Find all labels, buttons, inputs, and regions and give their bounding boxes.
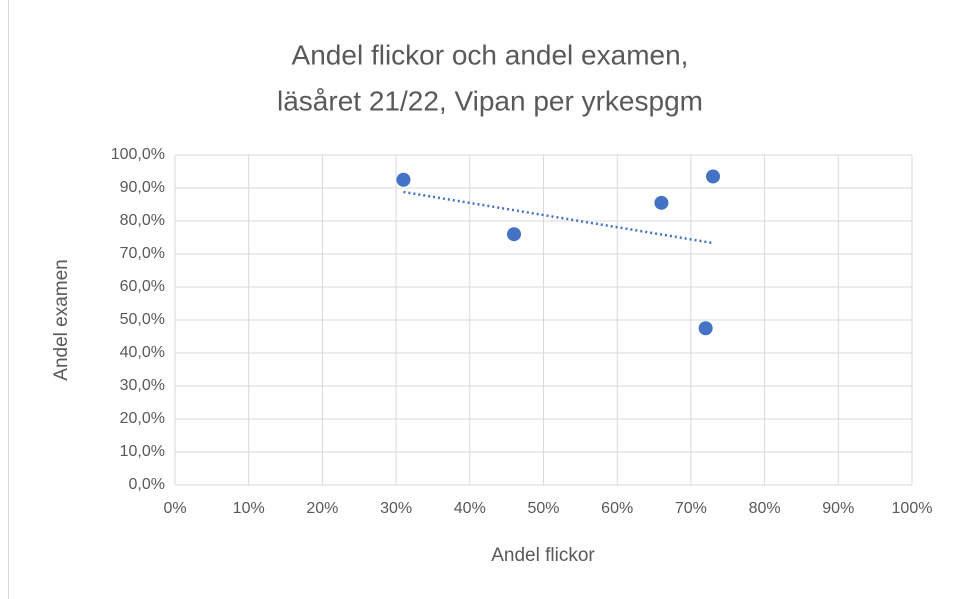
y-tick-label: 70,0%	[120, 245, 165, 262]
x-axis-title: Andel flickor	[491, 545, 595, 566]
y-tick-label: 30,0%	[120, 377, 165, 394]
y-tick-label: 20,0%	[120, 410, 165, 427]
trendline	[403, 190, 714, 245]
x-tick-label: 80%	[749, 500, 781, 517]
x-tick-label: 70%	[675, 500, 707, 517]
x-tick-label: 30%	[380, 500, 412, 517]
chart-frame	[8, 0, 958, 599]
x-tick-label: 40%	[454, 500, 486, 517]
chart-title: Andel flickor och andel examen,	[292, 39, 689, 70]
x-tick-label: 50%	[527, 500, 559, 517]
x-tick-label: 10%	[233, 500, 265, 517]
data-point	[396, 172, 411, 187]
x-tick-label: 100%	[892, 500, 933, 517]
data-point	[698, 321, 713, 336]
y-tick-label: 40,0%	[120, 344, 165, 361]
y-tick-label: 0,0%	[129, 476, 165, 493]
x-tick-label: 90%	[822, 500, 854, 517]
y-tick-label: 80,0%	[120, 212, 165, 229]
data-point	[507, 227, 522, 242]
y-axis-title: Andel examen	[51, 259, 72, 380]
y-tick-label: 90,0%	[120, 179, 165, 196]
x-tick-label: 0%	[163, 500, 186, 517]
x-tick-label: 20%	[306, 500, 338, 517]
y-tick-label: 60,0%	[120, 278, 165, 295]
data-point	[654, 195, 669, 210]
y-tick-label: 100,0%	[111, 146, 165, 163]
y-tick-label: 10,0%	[120, 443, 165, 460]
chart-title: läsåret 21/22, Vipan per yrkespgm	[277, 85, 703, 116]
data-point	[706, 169, 721, 184]
y-tick-label: 50,0%	[120, 311, 165, 328]
x-tick-label: 60%	[601, 500, 633, 517]
